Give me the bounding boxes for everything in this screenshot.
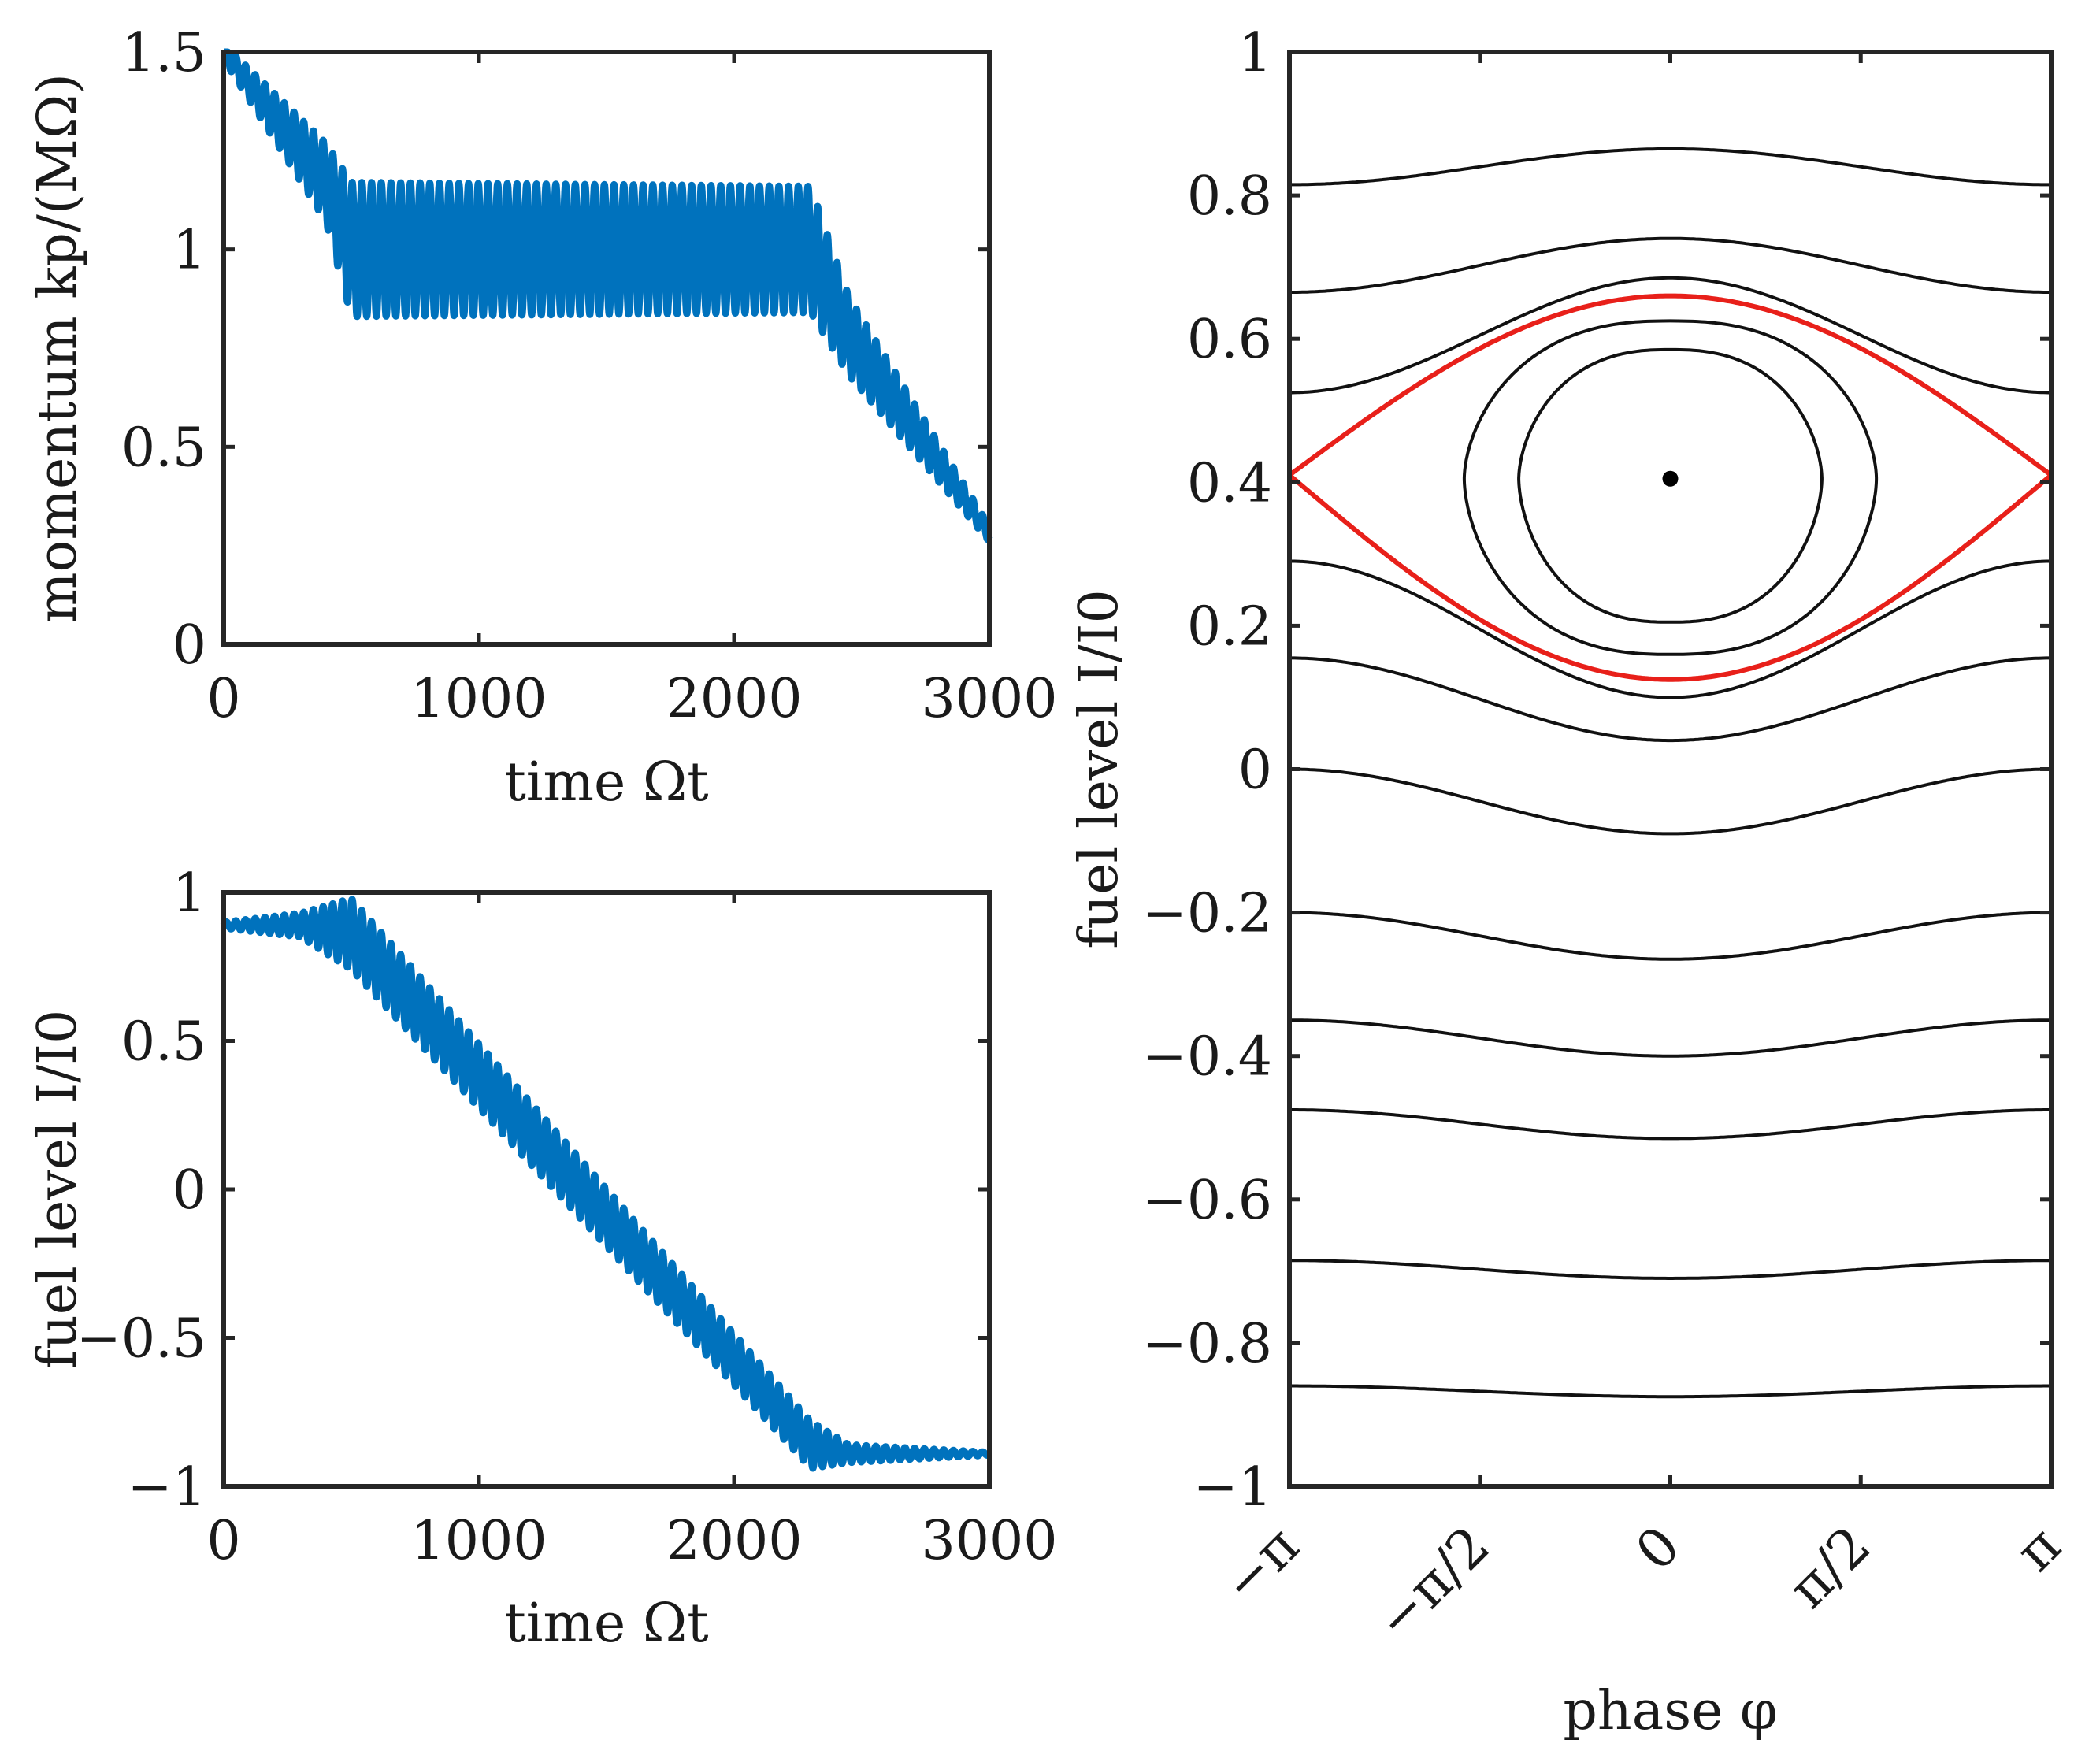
y-tick-label: −0.8 bbox=[1142, 1313, 1272, 1375]
x-axis-label: phase φ bbox=[1563, 1680, 1777, 1742]
y-tick-label: 0 bbox=[1238, 740, 1272, 802]
plot-frame bbox=[1287, 50, 2054, 1489]
open-orbit bbox=[1289, 1108, 2051, 1141]
separatrix-top bbox=[1288, 293, 2053, 477]
open-orbit bbox=[1289, 276, 2051, 395]
fuel-panel: −1 −0.5 0 0.5 1 0 1000 2000 3000 time Ωt fuel leve… bbox=[27, 862, 1058, 1655]
x-tick-label: π/2 bbox=[1777, 1515, 1883, 1620]
y-tick-label: 0.6 bbox=[1187, 309, 1272, 371]
x-tick-label: π bbox=[2005, 1515, 2073, 1583]
y-tick-label: 1 bbox=[173, 220, 206, 282]
series-line-fuel-level bbox=[220, 896, 993, 1472]
x-tick-label: 2000 bbox=[666, 1510, 802, 1572]
x-tick-label: 1000 bbox=[410, 1510, 547, 1572]
y-tick-label: 0.2 bbox=[1187, 595, 1272, 658]
y-tick-label: 1 bbox=[173, 862, 206, 925]
x-tick-label: 2000 bbox=[666, 668, 802, 730]
y-tick-label: 1.5 bbox=[121, 22, 206, 84]
y-axis-label: momentum kp/(MΩ) bbox=[27, 73, 89, 623]
y-tick-label: 1 bbox=[1238, 22, 1272, 84]
open-orbit bbox=[1289, 911, 2051, 961]
y-tick-label: 0.8 bbox=[1187, 165, 1272, 228]
x-tick-label: 3000 bbox=[921, 668, 1057, 730]
x-tick-label: 0 bbox=[1624, 1515, 1692, 1582]
closed-orbit bbox=[1462, 319, 1879, 656]
y-tick-label: 0.5 bbox=[121, 417, 206, 479]
open-orbit bbox=[1289, 767, 2051, 836]
x-tick-label: 1000 bbox=[410, 668, 547, 730]
y-tick-label: −0.4 bbox=[1142, 1026, 1272, 1089]
open-orbit bbox=[1289, 656, 2051, 743]
series-line-momentum bbox=[220, 48, 993, 543]
open-orbit bbox=[1289, 147, 2051, 187]
phase-portrait-panel: −1 −0.8 −0.6 −0.4 −0.2 0 0.2 0.4 0.6 0.8 1 −π −π/2 0 π… bbox=[1068, 22, 2073, 1742]
y-tick-label: 0.4 bbox=[1187, 452, 1272, 514]
plot-frame bbox=[221, 50, 992, 647]
y-tick-label: −0.5 bbox=[76, 1308, 206, 1371]
x-tick-label: −π/2 bbox=[1364, 1515, 1502, 1653]
x-axis-label: time Ωt bbox=[504, 1593, 708, 1655]
x-tick-label: −π bbox=[1211, 1515, 1312, 1615]
y-axis-label: fuel level I/I0 bbox=[27, 1010, 89, 1369]
open-orbit bbox=[1289, 236, 2051, 294]
open-orbit bbox=[1289, 1018, 2051, 1058]
fixed-point bbox=[1662, 470, 1679, 487]
y-tick-label: 0 bbox=[173, 614, 206, 677]
y-axis-label: fuel level I/I0 bbox=[1068, 589, 1130, 948]
x-tick-label: 0 bbox=[206, 668, 240, 730]
y-tick-label: −0.2 bbox=[1142, 883, 1272, 945]
x-tick-label: 0 bbox=[206, 1510, 240, 1572]
y-tick-label: −1 bbox=[128, 1456, 206, 1519]
closed-orbit bbox=[1517, 347, 1824, 624]
momentum-panel: 0 0.5 1 1.5 0 1000 2000 3000 time Ωt momentum kp/… bbox=[27, 22, 1058, 814]
open-orbit bbox=[1289, 559, 2051, 699]
y-tick-label: −1 bbox=[1193, 1456, 1272, 1519]
y-tick-label: −0.6 bbox=[1142, 1170, 1272, 1232]
x-axis-label: time Ωt bbox=[504, 751, 708, 814]
separatrix-bottom bbox=[1288, 473, 2053, 682]
open-orbit bbox=[1289, 1259, 2051, 1280]
open-orbit bbox=[1289, 1384, 2051, 1399]
y-tick-label: 0.5 bbox=[121, 1011, 206, 1074]
y-tick-label: 0 bbox=[173, 1159, 206, 1222]
x-tick-label: 3000 bbox=[921, 1510, 1057, 1572]
